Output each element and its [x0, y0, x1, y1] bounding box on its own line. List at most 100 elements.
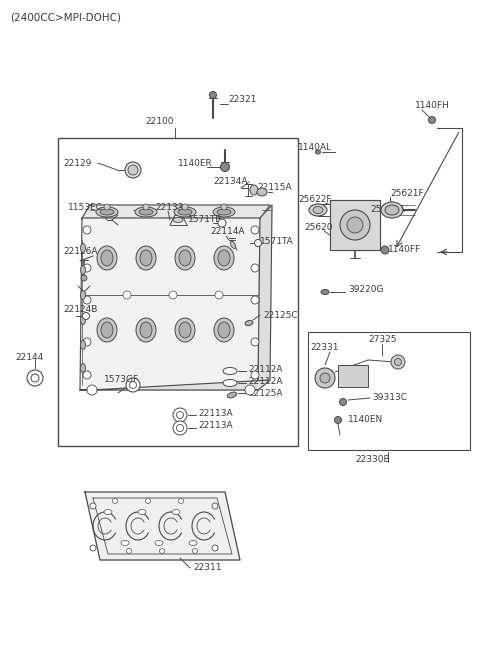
Ellipse shape: [135, 207, 157, 217]
Ellipse shape: [100, 209, 114, 215]
Ellipse shape: [97, 318, 117, 342]
Text: 22114A: 22114A: [210, 227, 244, 236]
Text: 1140EN: 1140EN: [348, 415, 383, 424]
Text: 25622F: 25622F: [298, 195, 332, 204]
Circle shape: [315, 368, 335, 388]
Ellipse shape: [136, 246, 156, 270]
Circle shape: [173, 408, 187, 422]
Circle shape: [81, 275, 87, 281]
Text: 22115A: 22115A: [257, 183, 292, 193]
Circle shape: [192, 548, 197, 553]
Text: 1140AL: 1140AL: [298, 143, 332, 153]
Polygon shape: [85, 492, 240, 560]
Text: 22100: 22100: [145, 117, 173, 126]
Circle shape: [143, 204, 149, 210]
Ellipse shape: [81, 364, 85, 373]
Circle shape: [251, 226, 259, 234]
Circle shape: [212, 503, 218, 509]
Ellipse shape: [227, 392, 237, 398]
Ellipse shape: [189, 540, 197, 546]
Ellipse shape: [97, 246, 117, 270]
Text: 25621F: 25621F: [390, 189, 424, 198]
Ellipse shape: [140, 322, 152, 338]
Circle shape: [128, 165, 138, 175]
Circle shape: [182, 204, 188, 210]
Ellipse shape: [104, 510, 112, 514]
Polygon shape: [80, 218, 260, 390]
Circle shape: [221, 204, 227, 210]
Ellipse shape: [172, 510, 180, 514]
Ellipse shape: [215, 291, 223, 299]
Text: 22133: 22133: [155, 202, 183, 212]
Circle shape: [31, 374, 39, 382]
Circle shape: [177, 424, 183, 432]
Circle shape: [83, 312, 89, 320]
Circle shape: [83, 338, 91, 346]
Circle shape: [347, 217, 363, 233]
Ellipse shape: [81, 265, 85, 274]
Ellipse shape: [140, 250, 152, 266]
Text: 22129: 22129: [63, 159, 91, 168]
Circle shape: [381, 246, 389, 254]
Text: 1140ER: 1140ER: [178, 159, 213, 168]
Ellipse shape: [218, 250, 230, 266]
Text: 22125C: 22125C: [263, 310, 298, 320]
Ellipse shape: [175, 246, 195, 270]
Ellipse shape: [101, 322, 113, 338]
Ellipse shape: [139, 209, 153, 215]
Text: 25500A: 25500A: [370, 206, 405, 214]
Circle shape: [254, 240, 262, 246]
Bar: [308, 332, 470, 450]
Bar: [58, 138, 298, 446]
Circle shape: [27, 370, 43, 386]
Circle shape: [339, 398, 347, 405]
Text: 1153EC: 1153EC: [68, 204, 103, 212]
Circle shape: [335, 417, 341, 424]
Ellipse shape: [223, 367, 237, 375]
Text: (2400CC>MPI-DOHC): (2400CC>MPI-DOHC): [10, 13, 121, 23]
Ellipse shape: [230, 242, 236, 249]
Circle shape: [429, 117, 435, 124]
Ellipse shape: [81, 341, 85, 350]
Text: 27325: 27325: [368, 335, 396, 345]
Circle shape: [220, 162, 229, 172]
Text: 1140FF: 1140FF: [388, 246, 421, 255]
Ellipse shape: [214, 246, 234, 270]
Circle shape: [83, 371, 91, 379]
Text: 22134A: 22134A: [213, 178, 248, 187]
Circle shape: [87, 385, 97, 395]
Ellipse shape: [123, 291, 131, 299]
Ellipse shape: [218, 322, 230, 338]
Circle shape: [90, 503, 96, 509]
Text: 1571TB: 1571TB: [188, 215, 223, 225]
Circle shape: [145, 498, 151, 504]
Ellipse shape: [81, 316, 85, 324]
Circle shape: [340, 210, 370, 240]
Text: 22331: 22331: [310, 343, 338, 352]
Polygon shape: [80, 380, 270, 390]
Ellipse shape: [178, 209, 192, 215]
Circle shape: [104, 204, 110, 210]
Text: 22321: 22321: [228, 96, 256, 105]
Circle shape: [320, 373, 330, 383]
Circle shape: [251, 264, 259, 272]
Text: 22311: 22311: [193, 563, 221, 572]
Ellipse shape: [169, 291, 177, 299]
Circle shape: [112, 498, 118, 504]
Text: 39313C: 39313C: [372, 394, 407, 403]
Text: 39220G: 39220G: [348, 286, 384, 295]
Ellipse shape: [96, 207, 118, 217]
Ellipse shape: [385, 205, 399, 215]
Text: 22113A: 22113A: [198, 409, 233, 417]
Ellipse shape: [213, 207, 235, 217]
Circle shape: [212, 545, 218, 551]
Circle shape: [395, 358, 401, 365]
Text: 22113A: 22113A: [198, 422, 233, 430]
Circle shape: [83, 264, 91, 272]
Polygon shape: [330, 200, 380, 250]
Circle shape: [173, 421, 187, 435]
Circle shape: [125, 162, 141, 178]
Text: 22125A: 22125A: [248, 388, 283, 398]
Circle shape: [251, 338, 259, 346]
Ellipse shape: [315, 150, 321, 154]
